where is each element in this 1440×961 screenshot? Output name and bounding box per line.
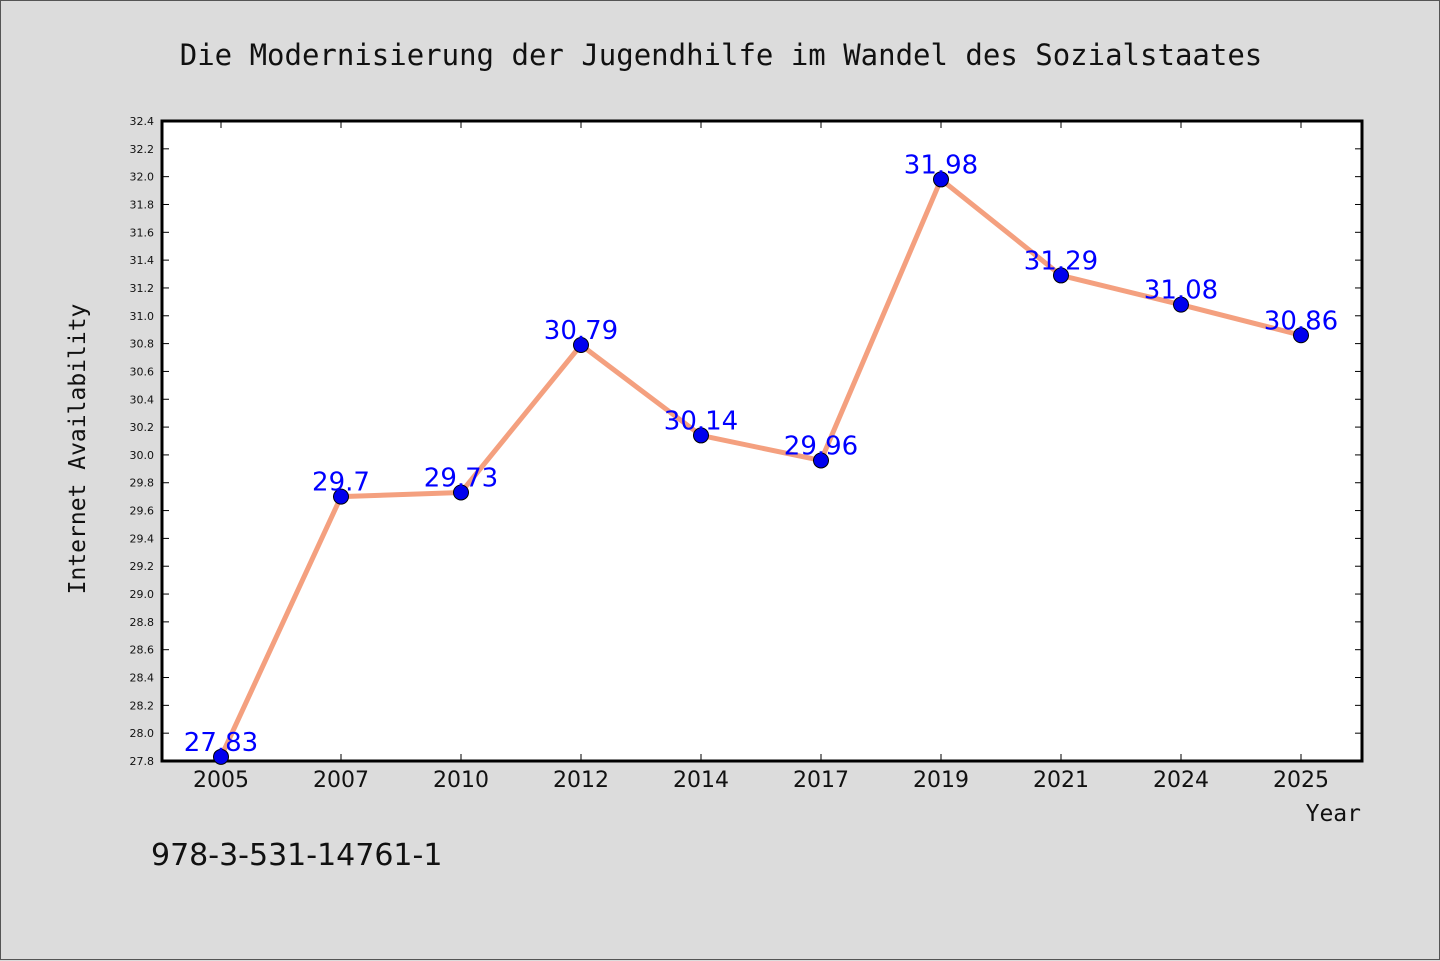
y-axis-label: Internet Availability	[65, 304, 91, 595]
y-tick-label: 31.4	[130, 254, 155, 267]
y-tick-label: 31.8	[130, 198, 155, 211]
y-tick-label: 32.4	[130, 115, 155, 128]
chart-title: Die Modernisierung der Jugendhilfe im Wa…	[180, 38, 1263, 72]
y-tick-label: 31.2	[130, 282, 155, 295]
y-tick-label: 30.0	[130, 449, 155, 462]
y-tick-label: 29.0	[130, 588, 155, 601]
data-label: 31.98	[904, 150, 978, 180]
x-tick-label: 2007	[313, 768, 369, 793]
y-tick-label: 29.2	[130, 560, 155, 573]
y-tick-label: 29.4	[130, 532, 155, 545]
x-tick-label: 2025	[1273, 768, 1329, 793]
data-point-marker	[333, 488, 349, 505]
y-tick-label: 32.0	[130, 171, 155, 184]
data-point-marker	[933, 171, 949, 188]
data-label: 31.29	[1024, 246, 1098, 276]
x-axis: 2005 2007 2010 2012 2014 2017 2019 2021 2024 2025	[193, 121, 1329, 793]
x-tick-label: 2012	[553, 768, 609, 793]
data-label: 29.73	[424, 463, 498, 493]
x-tick-label: 2021	[1033, 768, 1089, 793]
isbn-footer: 978-3-531-14761-1	[151, 838, 442, 873]
y-tick-label: 28.8	[130, 616, 155, 629]
x-tick-label: 2024	[1153, 768, 1209, 793]
data-point-marker	[1173, 296, 1189, 313]
series-line	[218, 176, 1304, 760]
x-tick-label: 2005	[193, 768, 249, 793]
data-label: 27.83	[184, 728, 258, 758]
x-tick-label: 2014	[673, 768, 729, 793]
plot-area	[160, 119, 1364, 763]
markers-group	[213, 171, 1309, 765]
y-tick-label: 30.4	[130, 393, 155, 406]
data-point-marker	[213, 748, 229, 765]
data-point-marker	[1293, 327, 1309, 344]
data-label: 30.14	[664, 406, 738, 436]
series-line-group	[218, 176, 1304, 760]
y-tick-label: 27.8	[130, 755, 155, 768]
y-tick-label: 30.2	[130, 421, 155, 434]
data-labels-group: 27.83 29.7 29.73 30.79 30.14 29.96 31.98 31.29 3…	[184, 150, 1338, 757]
data-label: 30.79	[544, 316, 618, 346]
y-tick-label: 30.8	[130, 338, 155, 351]
x-tick-label: 2010	[433, 768, 489, 793]
data-point-marker	[453, 484, 469, 501]
y-tick-label: 29.6	[130, 505, 155, 518]
y-tick-label: 31.6	[130, 226, 155, 239]
y-tick-label: 28.4	[130, 672, 155, 685]
y-tick-label: 28.6	[130, 644, 155, 657]
data-label: 29.96	[784, 431, 858, 461]
y-tick-label: 28.0	[130, 727, 155, 740]
data-point-marker	[813, 452, 829, 469]
x-tick-label: 2019	[913, 768, 969, 793]
data-label: 31.08	[1144, 276, 1218, 306]
data-label: 29.7	[312, 468, 370, 498]
y-axis: 27.8 28.0 28.2 28.4 28.6 28.8 29.0 29.2 29.4 29.6…	[130, 115, 1362, 768]
y-tick-label: 32.2	[130, 143, 155, 156]
x-axis-label: Year	[1306, 801, 1361, 827]
data-label: 30.86	[1264, 306, 1338, 336]
y-tick-label: 31.0	[130, 310, 155, 323]
data-point-marker	[1053, 267, 1069, 284]
y-tick-label: 28.2	[130, 699, 155, 712]
data-point-marker	[693, 427, 709, 444]
y-tick-label: 29.8	[130, 477, 155, 490]
data-point-marker	[573, 337, 589, 353]
y-tick-label: 30.6	[130, 365, 155, 378]
x-tick-label: 2017	[793, 768, 849, 793]
